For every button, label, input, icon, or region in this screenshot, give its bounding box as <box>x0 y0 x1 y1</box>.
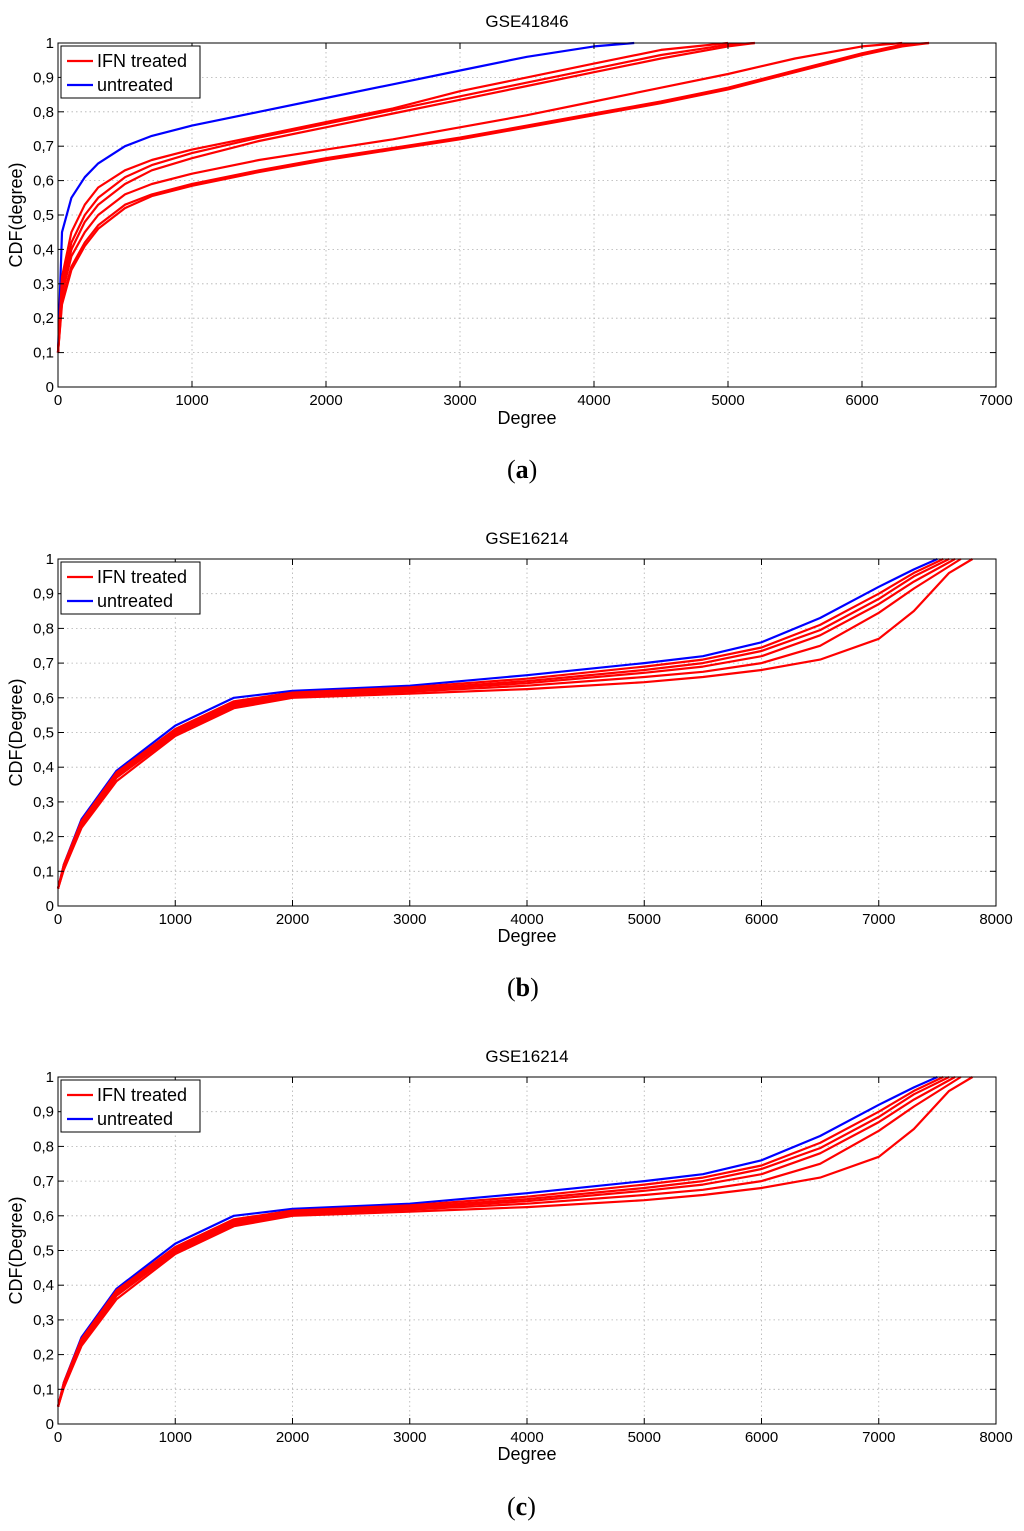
series-line-ifn-treated-3 <box>56 41 755 353</box>
x-tick-label: 1000 <box>175 392 208 409</box>
y-tick-label: 0,1 <box>33 345 54 362</box>
x-tick-label: 3000 <box>443 392 476 409</box>
y-tick-label: 0,5 <box>33 1243 54 1260</box>
y-tick-label: 0,3 <box>33 276 54 293</box>
series-line-ifn-treated-4 <box>56 558 962 889</box>
y-tick-label: 0 <box>46 1416 54 1433</box>
x-tick-label: 4000 <box>510 1429 543 1446</box>
series-line-ifn-treated-1 <box>56 41 729 353</box>
x-tick-label: 6000 <box>745 1429 778 1446</box>
x-tick-label: 2000 <box>276 1429 309 1446</box>
legend: IFN treated untreated <box>60 561 201 615</box>
y-tick-label: 0,9 <box>33 586 54 603</box>
legend-box <box>60 1079 201 1133</box>
chart-title: GSE16214 <box>485 1047 568 1066</box>
series-line-ifn-treated-4 <box>56 41 903 353</box>
x-tick-label: 0 <box>54 1429 62 1446</box>
x-tick-label: 5000 <box>711 392 744 409</box>
x-axis-label: Degree <box>497 926 556 946</box>
y-tick-label: 0,3 <box>33 1312 54 1329</box>
y-tick-label: 0,6 <box>33 1208 54 1225</box>
x-tick-label: 7000 <box>862 911 895 928</box>
y-tick-label: 0,8 <box>33 104 54 121</box>
x-tick-label: 0 <box>54 392 62 409</box>
x-tick-label: 8000 <box>979 911 1012 928</box>
y-tick-label: 0,7 <box>33 655 54 672</box>
y-tick-label: 0,5 <box>33 725 54 742</box>
chart-panel-a: 0 1000 2000 3000 4000 5000 6000 7000 0 0,1 0,2 0,3 0… <box>6 12 1013 484</box>
legend-label: untreated <box>97 1109 173 1129</box>
legend-label: untreated <box>97 591 173 611</box>
series-line-ifn-treated-5 <box>56 41 930 353</box>
y-axis-label: CDF(Degree) <box>6 1196 26 1304</box>
y-tick-label: 0,2 <box>33 829 54 846</box>
series-line-ifn-treated-2 <box>56 41 755 353</box>
chart-panel-b: 0 1000 2000 3000 4000 5000 6000 7000 8000 0 0,1 0,2… <box>6 529 1013 1002</box>
x-tick-label: 8000 <box>979 1429 1012 1446</box>
x-tick-label: 5000 <box>628 1429 661 1446</box>
legend: IFN treated untreated <box>60 1079 201 1133</box>
y-tick-label: 1 <box>46 35 54 52</box>
chart-title: GSE16214 <box>485 529 568 548</box>
y-tick-label: 0,2 <box>33 1347 54 1364</box>
y-tick-label: 0,6 <box>33 173 54 190</box>
x-tick-label: 7000 <box>862 1429 895 1446</box>
legend-box <box>60 561 201 615</box>
legend-box <box>60 45 201 99</box>
x-tick-label: 4000 <box>510 911 543 928</box>
x-tick-label: 6000 <box>745 911 778 928</box>
x-tick-label: 6000 <box>845 392 878 409</box>
series-line-ifn-treated-5 <box>56 1076 974 1408</box>
x-tick-label: 4000 <box>577 392 610 409</box>
series-line-ifn-treated-4 <box>56 1076 962 1407</box>
y-tick-label: 0,8 <box>33 620 54 637</box>
chart-title: GSE41846 <box>485 12 568 31</box>
x-axis-label: Degree <box>497 1444 556 1464</box>
chart-panel-c: 0 1000 2000 3000 4000 5000 6000 7000 8000 0 0,1 0,2… <box>6 1047 1013 1521</box>
x-tick-label: 1000 <box>159 911 192 928</box>
y-tick-label: 0,7 <box>33 1173 54 1190</box>
y-tick-label: 0 <box>46 379 54 396</box>
panel-label: (c) <box>507 1492 536 1521</box>
series-line-untreated <box>56 41 635 353</box>
x-tick-label: 1000 <box>159 1429 192 1446</box>
x-tick-label: 5000 <box>628 911 661 928</box>
y-axis-label: CDF(Degree) <box>6 678 26 786</box>
x-tick-label: 0 <box>54 911 62 928</box>
y-axis-label: CDF(degree) <box>6 162 26 267</box>
y-tick-label: 0,4 <box>33 759 54 776</box>
panel-label: (b) <box>507 973 539 1002</box>
legend-label: IFN treated <box>97 1085 187 1105</box>
x-tick-label: 3000 <box>393 1429 426 1446</box>
y-tick-label: 0,8 <box>33 1138 54 1155</box>
x-tick-label: 2000 <box>276 911 309 928</box>
y-tick-label: 0,1 <box>33 863 54 880</box>
x-axis-label: Degree <box>497 408 556 428</box>
legend: IFN treated untreated <box>60 45 201 99</box>
y-tick-label: 0,1 <box>33 1381 54 1398</box>
series-line-ifn-treated-5 <box>56 558 974 889</box>
y-tick-label: 0,2 <box>33 310 54 327</box>
panel-label: (a) <box>507 455 537 484</box>
y-tick-label: 0,6 <box>33 690 54 707</box>
x-tick-label: 2000 <box>309 392 342 409</box>
y-tick-label: 1 <box>46 1069 54 1086</box>
y-tick-label: 0,5 <box>33 207 54 224</box>
y-tick-label: 1 <box>46 551 54 568</box>
x-tick-label: 3000 <box>393 911 426 928</box>
legend-label: untreated <box>97 75 173 95</box>
y-tick-label: 0,4 <box>33 1277 54 1294</box>
y-tick-label: 0 <box>46 898 54 915</box>
series-line-ifn-treated-6 <box>56 41 930 353</box>
y-tick-label: 0,4 <box>33 241 54 258</box>
y-tick-label: 0,3 <box>33 794 54 811</box>
legend-label: IFN treated <box>97 567 187 587</box>
x-tick-label: 7000 <box>979 392 1012 409</box>
legend-label: IFN treated <box>97 51 187 71</box>
y-tick-label: 0,9 <box>33 69 54 86</box>
y-tick-label: 0,7 <box>33 138 54 155</box>
y-tick-label: 0,9 <box>33 1104 54 1121</box>
